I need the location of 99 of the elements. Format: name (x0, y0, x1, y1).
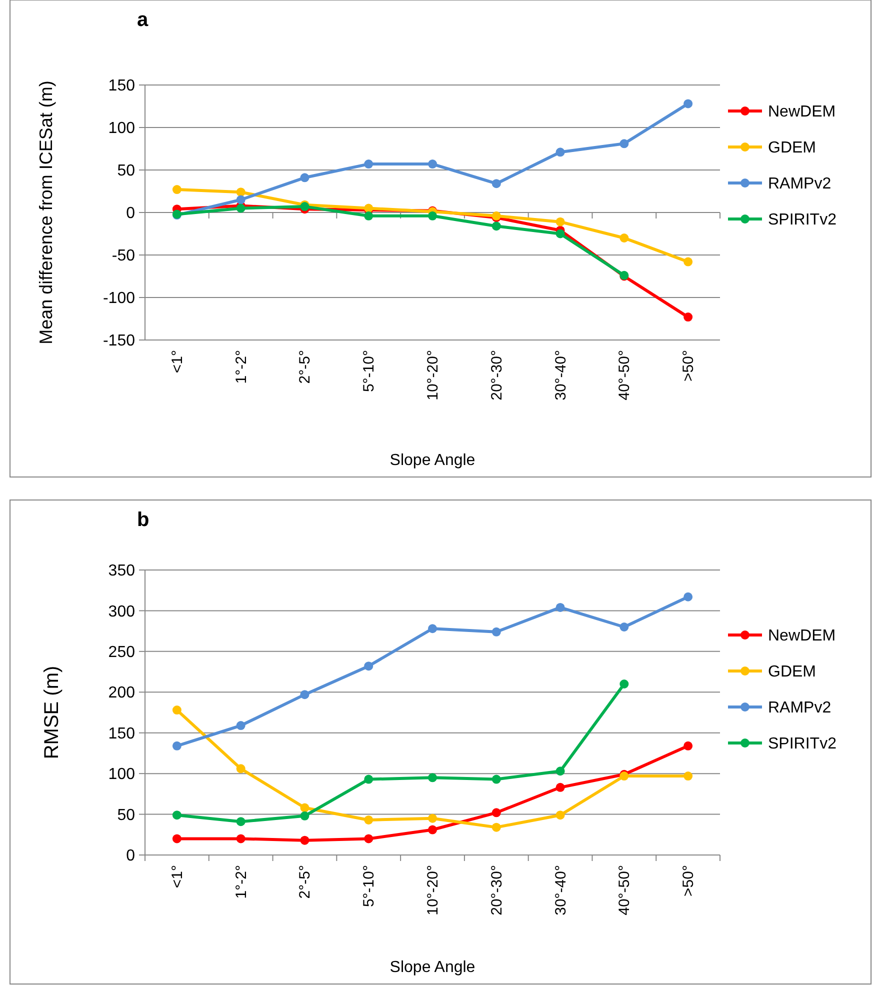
point (428, 825, 437, 834)
point (556, 602, 565, 612)
legend-label: SPIRITv2 (768, 212, 837, 229)
x-tick-label: 10°-20° (424, 865, 442, 916)
x-tick-label: >50° (680, 350, 698, 382)
y-tick-label: 350 (108, 562, 136, 580)
legend-label: NewDEM (768, 628, 836, 645)
x-tick-label: 1°-2° (232, 865, 250, 899)
point (556, 148, 565, 157)
point (492, 222, 501, 231)
y-tick-label: 0 (126, 205, 136, 222)
point (620, 622, 629, 632)
point (364, 662, 374, 671)
legend-label: GDEM (768, 664, 816, 681)
point (172, 834, 182, 844)
point (684, 312, 693, 322)
point (684, 741, 693, 750)
x-tick-label: <1° (168, 350, 186, 374)
y-axis-title: Mean difference from ICESat (m) (36, 80, 56, 344)
x-tick-label: 10°-20° (424, 350, 442, 400)
point (684, 257, 693, 266)
y-tick-label: 200 (108, 684, 136, 702)
point (492, 822, 501, 832)
legend-label: RAMPv2 (768, 700, 832, 717)
y-tick-label: 50 (117, 162, 136, 180)
x-tick-label: 30°-40° (552, 865, 570, 916)
point (428, 814, 437, 823)
point (236, 204, 246, 213)
x-axis-title: Slope Angle (390, 452, 476, 469)
point (300, 173, 310, 182)
x-tick-label: 20°-30° (488, 350, 506, 400)
point (300, 690, 310, 700)
x-tick-label: >50° (680, 865, 698, 896)
x-tick-label: 5°-10° (360, 350, 378, 392)
point (428, 160, 437, 169)
point (236, 195, 246, 204)
y-tick-label: 100 (108, 120, 136, 138)
point (620, 139, 629, 148)
point (236, 721, 246, 730)
point (300, 836, 310, 845)
point (684, 592, 693, 602)
point (172, 185, 182, 194)
point (428, 624, 437, 634)
point (236, 817, 246, 826)
x-tick-label: 5°-10° (360, 865, 378, 908)
point (236, 834, 246, 844)
y-tick-label: 150 (108, 78, 136, 95)
point (364, 160, 374, 169)
point (556, 766, 565, 776)
point (620, 234, 629, 242)
chart-title: a (137, 9, 149, 31)
y-tick-label: 150 (108, 725, 136, 742)
point (556, 782, 565, 792)
x-tick-label: 1°-2° (232, 350, 250, 384)
point (364, 211, 374, 220)
chart-title: b (137, 509, 150, 531)
y-tick-label: 0 (126, 848, 136, 865)
x-axis-title: Slope Angle (390, 959, 476, 976)
point (236, 188, 246, 197)
y-tick-label: -50 (112, 248, 136, 265)
y-tick-label: 250 (108, 644, 136, 662)
x-tick-label: 20°-30° (488, 865, 506, 916)
y-tick-label: 300 (108, 603, 136, 620)
point (172, 810, 182, 820)
y-axis-title: RMSE (m) (41, 666, 63, 760)
x-tick-label: <1° (168, 865, 186, 888)
point (364, 834, 374, 844)
y-tick-label: -150 (102, 332, 136, 350)
x-tick-label: 2°-5° (296, 865, 314, 899)
x-tick-label: 40°-50° (616, 865, 634, 916)
point (556, 810, 565, 820)
point (556, 229, 565, 238)
point (300, 803, 310, 812)
point (364, 815, 374, 824)
point (492, 774, 501, 784)
point (300, 811, 310, 820)
y-tick-label: -100 (102, 290, 136, 308)
x-tick-label: 30°-40° (552, 350, 570, 400)
point (556, 217, 565, 226)
point (236, 764, 246, 774)
legend-label: GDEM (768, 140, 816, 157)
point (172, 706, 182, 715)
point (492, 808, 501, 818)
point (172, 741, 182, 750)
point (364, 774, 374, 784)
point (428, 211, 437, 220)
legend-label: SPIRITv2 (768, 736, 837, 753)
y-tick-label: 50 (117, 806, 136, 824)
legend-label: RAMPv2 (768, 176, 832, 193)
x-tick-label: 2°-5° (296, 350, 314, 384)
point (620, 680, 629, 688)
point (492, 179, 501, 188)
point (492, 627, 501, 636)
point (684, 99, 693, 108)
x-tick-label: 40°-50° (616, 350, 634, 400)
point (684, 772, 693, 781)
legend-label: NewDEM (768, 104, 836, 121)
y-tick-label: 100 (108, 766, 136, 784)
point (428, 773, 437, 782)
